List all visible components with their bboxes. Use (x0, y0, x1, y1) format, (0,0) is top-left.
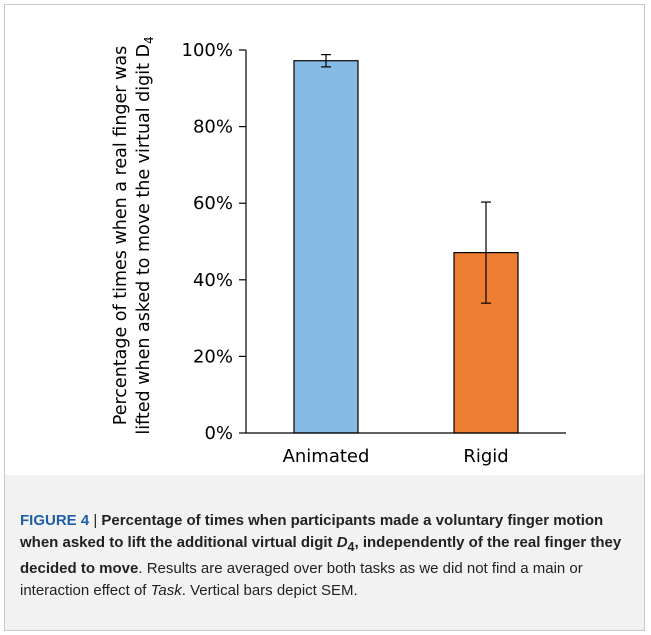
caption-separator: | (89, 512, 102, 529)
caption-title-a: Percentage of times when participants ma… (20, 512, 604, 551)
caption-digit-sub: 4 (347, 540, 355, 554)
bars (293, 60, 519, 434)
caption-background (5, 475, 644, 630)
bar-chart: 0% 20% 40% 60% 80% 100% Animated Rigid Percent… (111, 36, 566, 467)
y-tick-label: 100% (182, 40, 233, 61)
bar-animated (293, 60, 359, 434)
caption-body-b: . Vertical bars depict SEM. (181, 582, 358, 599)
y-tick-labels: 0% 20% 40% 60% 80% 100% (182, 40, 233, 444)
y-axis-label-line2-text: lifted when asked to move the virtual di… (134, 44, 154, 435)
y-tick-marks (239, 49, 246, 434)
y-tick-label: 20% (193, 346, 233, 367)
y-axis-label-line1: Percentage of times when a real finger w… (111, 46, 131, 425)
caption-digit: D (336, 534, 348, 551)
caption-title-b: , independently of the real finger they … (20, 534, 622, 577)
figure-caption: FIGURE 4 | Percentage of times when part… (20, 510, 630, 602)
error-bar-rigid (481, 201, 491, 304)
category-label-rigid: Rigid (463, 446, 508, 467)
figure-label: FIGURE 4 (20, 512, 90, 529)
caption-body-a: . Results are averaged over both tasks a… (20, 560, 583, 599)
error-bars (321, 53, 491, 304)
y-tick-label: 60% (193, 193, 233, 214)
y-tick-label: 40% (193, 270, 233, 291)
y-axis-label-subscript: 4 (142, 36, 156, 44)
category-label-animated: Animated (283, 446, 370, 467)
y-tick-label: 0% (204, 423, 233, 444)
caption-task: Task (150, 582, 182, 599)
y-axis-label-line2: lifted when asked to move the virtual di… (134, 36, 156, 434)
y-tick-label: 80% (193, 117, 233, 138)
x-category-labels: Animated Rigid (283, 446, 509, 467)
error-bar-animated (321, 53, 331, 68)
